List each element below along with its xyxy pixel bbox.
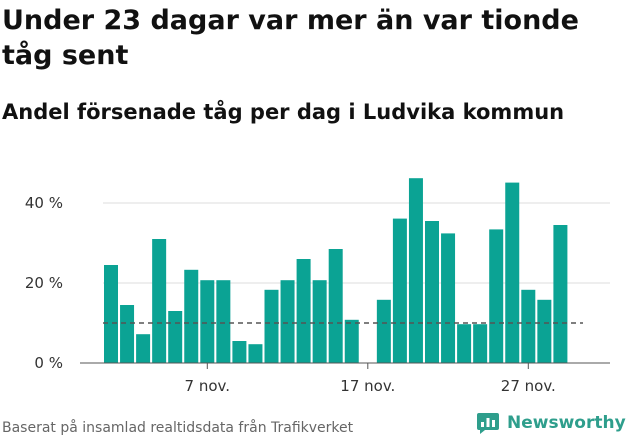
bar bbox=[216, 280, 231, 363]
bar bbox=[232, 341, 247, 363]
bar bbox=[296, 259, 311, 363]
bar bbox=[457, 324, 472, 363]
newsworthy-logo-icon bbox=[477, 413, 499, 434]
bars bbox=[104, 178, 568, 363]
bar bbox=[553, 225, 568, 363]
x-tick-label: 7 nov. bbox=[185, 377, 230, 395]
bar bbox=[136, 334, 151, 363]
brand-logo[interactable]: Newsworthy bbox=[476, 409, 626, 437]
bar bbox=[168, 311, 183, 363]
x-tick-label: 27 nov. bbox=[501, 377, 556, 395]
y-tick-label: 20 % bbox=[25, 274, 63, 292]
bar bbox=[120, 305, 135, 363]
bar bbox=[473, 324, 488, 363]
x-tick-label: 17 nov. bbox=[340, 377, 395, 395]
bar bbox=[505, 182, 520, 363]
chart-subtitle: Andel försenade tåg per dag i Ludvika ko… bbox=[2, 100, 565, 124]
brand-name: Newsworthy bbox=[507, 413, 626, 433]
bar bbox=[489, 229, 504, 363]
bar bbox=[376, 299, 391, 363]
bar bbox=[537, 299, 552, 363]
axes: 0 % 20 % 40 % 7 nov. 17 nov. 27 nov. bbox=[25, 194, 610, 395]
bar bbox=[328, 249, 343, 363]
bar bbox=[441, 233, 456, 363]
bar bbox=[312, 280, 327, 363]
bar bbox=[425, 221, 439, 363]
bar bbox=[344, 319, 359, 363]
bar bbox=[104, 265, 118, 363]
bar bbox=[280, 280, 295, 363]
bar bbox=[184, 269, 199, 363]
bar bbox=[152, 239, 167, 363]
bar bbox=[264, 289, 279, 363]
y-tick-label: 40 % bbox=[25, 194, 63, 212]
y-tick-label: 0 % bbox=[34, 354, 63, 372]
source-note: Baserat på insamlad realtidsdata från Tr… bbox=[2, 420, 354, 436]
bar bbox=[392, 218, 407, 363]
bar bbox=[521, 289, 536, 363]
grid-lines bbox=[103, 202, 610, 284]
bar-chart: 0 % 20 % 40 % 7 nov. 17 nov. 27 nov. bbox=[25, 178, 610, 395]
bar bbox=[248, 344, 263, 363]
bar bbox=[200, 280, 215, 363]
bar bbox=[408, 178, 423, 363]
chart-title: Under 23 dagar var mer än var tionde tåg… bbox=[2, 5, 579, 71]
